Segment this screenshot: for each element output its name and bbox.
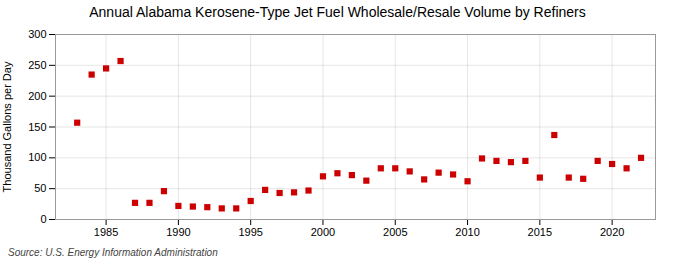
svg-text:50: 50 (34, 182, 46, 194)
svg-text:2020: 2020 (600, 226, 624, 238)
svg-text:200: 200 (28, 90, 46, 102)
svg-text:Thousand Gallons per Day: Thousand Gallons per Day (1, 61, 13, 192)
svg-text:2015: 2015 (528, 226, 552, 238)
svg-text:0: 0 (40, 213, 46, 225)
html-text:Annual Alabama Kerosene-Type J: Annual Alabama Kerosene-Type Jet Fuel Wh… (89, 4, 586, 20)
svg-text:300: 300 (28, 28, 46, 40)
svg-text:1990: 1990 (166, 226, 190, 238)
svg-text:2000: 2000 (311, 226, 335, 238)
svg-text:150: 150 (28, 121, 46, 133)
svg-text:2005: 2005 (383, 226, 407, 238)
svg-text:250: 250 (28, 59, 46, 71)
svg-text:1985: 1985 (94, 226, 118, 238)
svg-text:2010: 2010 (455, 226, 479, 238)
svg-text:100: 100 (28, 151, 46, 163)
html-text:Source: U.S. Energy Informatio: Source: U.S. Energy Information Administ… (8, 247, 218, 258)
svg-text:1995: 1995 (238, 226, 262, 238)
